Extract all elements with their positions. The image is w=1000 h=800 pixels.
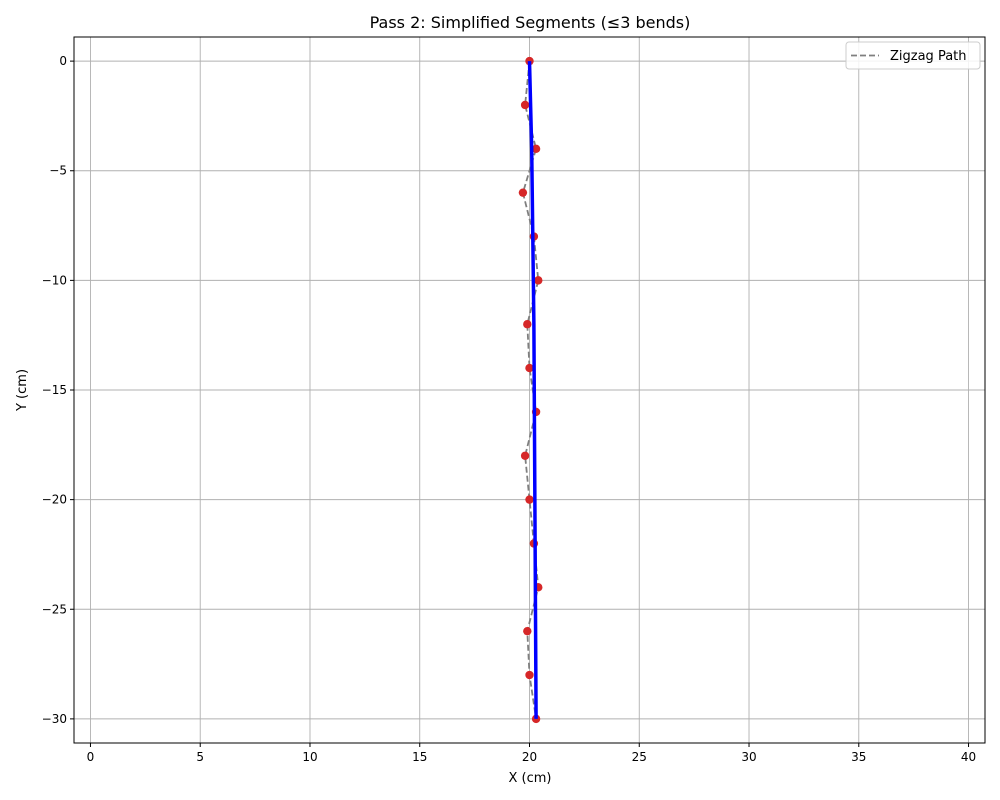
x-tick-label: 0: [87, 750, 95, 764]
x-tick-label: 35: [851, 750, 866, 764]
y-tick-label: −15: [42, 383, 67, 397]
simplified-segment-line: [527, 61, 538, 719]
y-tick-label: −30: [42, 712, 67, 726]
chart-title: Pass 2: Simplified Segments (≤3 bends): [370, 13, 691, 32]
legend-box: [845, 41, 981, 70]
waypoint-marker: [523, 320, 532, 329]
plot-series: [518, 56, 543, 724]
grid-lines: [74, 37, 985, 743]
waypoint-marker: [534, 276, 543, 285]
legend-label-zigzag-path: Zigzag Path: [890, 49, 967, 64]
x-tick-label: 5: [196, 750, 204, 764]
y-tick-label: 0: [59, 54, 67, 68]
waypoint-marker: [525, 495, 534, 504]
y-tick-label: −5: [49, 164, 67, 178]
waypoint-marker: [520, 100, 530, 110]
waypoint-marker: [525, 670, 534, 680]
y-tick-label: −25: [42, 602, 67, 616]
x-axis-label: X (cm): [509, 771, 552, 786]
x-tick-label: 15: [412, 750, 427, 764]
x-tick-label: 25: [632, 750, 647, 764]
y-axis-label: Y (cm): [15, 369, 30, 412]
waypoint-marker: [518, 188, 528, 197]
legend: Zigzag Path: [845, 41, 981, 70]
x-tick-label: 10: [302, 750, 317, 764]
waypoint-marker: [525, 363, 534, 373]
waypoint-marker: [523, 626, 532, 636]
x-tick-label: 30: [741, 750, 756, 764]
x-tick-label: 40: [961, 750, 976, 764]
waypoint-marker: [520, 451, 530, 460]
waypoint-marker: [531, 144, 541, 154]
x-tick-label: 20: [522, 750, 537, 764]
y-tick-label: −20: [42, 493, 67, 507]
axis-ticks: 0 5 10 15 20 25 30 35 40 0 −5 −10 −15 −20 −25 −30: [42, 54, 977, 764]
y-tick-label: −10: [42, 273, 67, 287]
